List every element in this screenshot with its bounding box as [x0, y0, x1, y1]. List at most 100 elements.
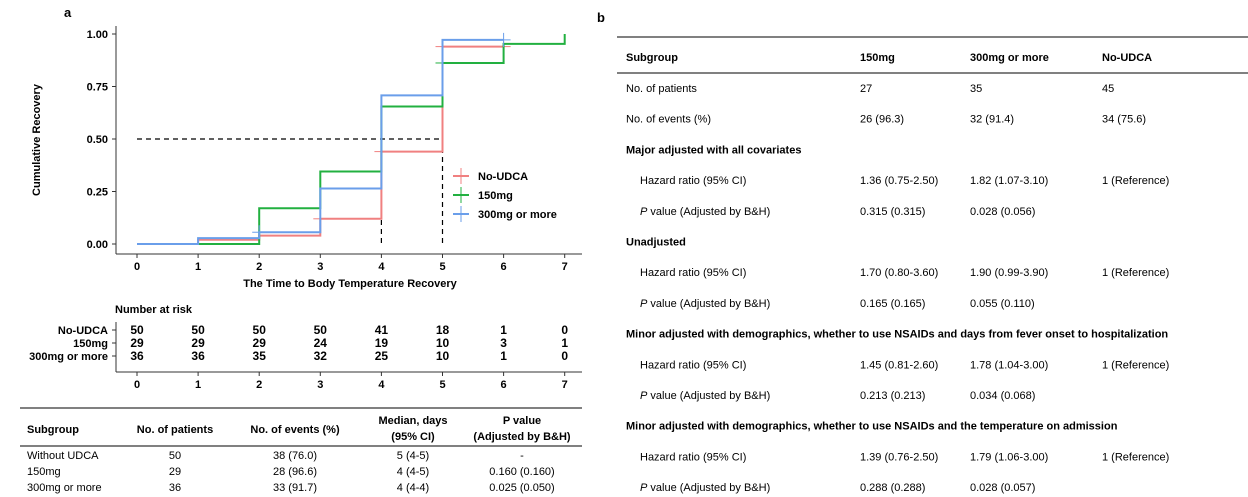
- panel-b-row-label: P value (Adjusted by B&H): [640, 298, 770, 310]
- panel-b-table: Subgroup 150mg 300mg or more No-UDCA No.…: [617, 36, 1248, 494]
- risk-value: 3: [500, 336, 507, 350]
- panel-b-cell: 34 (75.6): [1102, 114, 1146, 126]
- summary-cell: 0.160 (0.160): [489, 466, 554, 478]
- summary-cell: 300mg or more: [27, 482, 102, 494]
- risk-x-tick-label: 2: [256, 379, 262, 391]
- risk-value: 18: [436, 323, 450, 337]
- panel-b-section-title: Minor adjusted with demographics, whethe…: [626, 421, 1118, 433]
- risk-value: 36: [130, 349, 144, 363]
- risk-value: 32: [314, 349, 328, 363]
- panel-b-cell: 0.315 (0.315): [860, 206, 925, 218]
- x-tick-label: 4: [378, 261, 385, 273]
- summary-header-pvalue-adj: (Adjusted by B&H): [473, 431, 571, 443]
- risk-table-title: Number at risk: [115, 304, 193, 316]
- panel-b-header-150mg: 150mg: [860, 52, 895, 64]
- risk-value: 50: [191, 323, 205, 337]
- risk-value: 0: [561, 323, 568, 337]
- summary-header-events: No. of events (%): [250, 424, 340, 436]
- p-label-rest: value (Adjusted by B&H): [647, 390, 770, 402]
- panel-b-cell: 1 (Reference): [1102, 267, 1169, 279]
- summary-cell: 0.025 (0.050): [489, 482, 554, 494]
- panel-b-header-subgroup: Subgroup: [626, 52, 678, 64]
- summary-header-pvalue: P value: [503, 415, 541, 427]
- panel-b-row-label: Hazard ratio (95% CI): [640, 175, 746, 187]
- summary-cell: 4 (4-5): [397, 466, 429, 478]
- legend-label: 300mg or more: [478, 209, 557, 221]
- risk-x-tick-label: 0: [134, 379, 140, 391]
- summary-cell: 38 (76.0): [273, 450, 317, 462]
- summary-cell: -: [520, 450, 524, 462]
- panel-b-cell: 1.79 (1.06-3.00): [970, 451, 1048, 463]
- risk-value: 29: [130, 336, 144, 350]
- risk-x-tick-label: 5: [439, 379, 445, 391]
- x-tick-label: 7: [562, 261, 568, 273]
- panel-b-label: b: [597, 10, 605, 25]
- risk-value: 35: [253, 349, 267, 363]
- km-chart: Cumulative Recovery The Time to Body Tem…: [31, 26, 582, 290]
- risk-row-label: No-UDCA: [58, 325, 108, 337]
- summary-header-patients: No. of patients: [137, 424, 213, 436]
- risk-value: 10: [436, 336, 450, 350]
- risk-value: 1: [561, 336, 568, 350]
- summary-header-median-ci: (95% CI): [391, 431, 435, 443]
- panel-b-cell: 1.90 (0.99-3.90): [970, 267, 1048, 279]
- risk-value: 50: [253, 323, 267, 337]
- p-label-rest: value (Adjusted by B&H): [647, 298, 770, 310]
- panel-b-row-label: Hazard ratio (95% CI): [640, 451, 746, 463]
- risk-value: 1: [500, 349, 507, 363]
- legend-label: 150mg: [478, 190, 513, 202]
- summary-cell: 36: [169, 482, 181, 494]
- summary-cell: Without UDCA: [27, 450, 99, 462]
- panel-b-cell: 27: [860, 83, 872, 95]
- x-tick-label: 2: [256, 261, 262, 273]
- panel-b-cell: 0.055 (0.110): [970, 298, 1035, 310]
- risk-x-tick-label: 3: [317, 379, 323, 391]
- p-label-rest: value (Adjusted by B&H): [647, 482, 770, 494]
- summary-header-subgroup: Subgroup: [27, 424, 79, 436]
- risk-value: 50: [130, 323, 144, 337]
- risk-x-tick-label: 7: [562, 379, 568, 391]
- panel-b-cell: 45: [1102, 83, 1114, 95]
- panel-b-header-300mg: 300mg or more: [970, 52, 1049, 64]
- panel-b-section-title: Minor adjusted with demographics, whethe…: [626, 329, 1168, 341]
- panel-a-label: a: [64, 5, 72, 20]
- panel-b-row-label: P value (Adjusted by B&H): [640, 482, 770, 494]
- panel-b-cell: 0.288 (0.288): [860, 482, 925, 494]
- x-tick-label: 6: [501, 261, 507, 273]
- x-tick-label: 3: [317, 261, 323, 273]
- panel-b-cell: 1.78 (1.04-3.00): [970, 359, 1048, 371]
- panel-b-cell: 1.82 (1.07-3.10): [970, 175, 1048, 187]
- risk-value: 29: [253, 336, 267, 350]
- y-tick-label: 0.00: [87, 239, 108, 251]
- p-label-rest: value (Adjusted by B&H): [647, 206, 770, 218]
- x-tick-label: 0: [134, 261, 140, 273]
- panel-b-cell: 26 (96.3): [860, 114, 904, 126]
- x-axis-title: The Time to Body Temperature Recovery: [243, 278, 457, 290]
- panel-b-cell: No. of patients: [626, 83, 697, 95]
- panel-b-cell: 1.39 (0.76-2.50): [860, 451, 938, 463]
- panel-b-section-title: Unadjusted: [626, 237, 686, 249]
- risk-value: 10: [436, 349, 450, 363]
- panel-b-cell: 0.028 (0.057): [970, 482, 1035, 494]
- y-axis-title: Cumulative Recovery: [31, 83, 43, 196]
- panel-b-row-label: Hazard ratio (95% CI): [640, 359, 746, 371]
- risk-row-label: 300mg or more: [29, 351, 108, 363]
- y-tick-label: 0.50: [87, 134, 108, 146]
- panel-b-row-label: Hazard ratio (95% CI): [640, 267, 746, 279]
- panel-b-cell: 0.165 (0.165): [860, 298, 925, 310]
- panel-b-section-title: Major adjusted with all covariates: [626, 144, 801, 156]
- y-tick-label: 0.25: [87, 187, 108, 199]
- panel-b-header-no-udca: No-UDCA: [1102, 52, 1152, 64]
- panel-b-cell: 0.028 (0.056): [970, 206, 1035, 218]
- risk-value: 19: [375, 336, 389, 350]
- panel-b-cell: 32 (91.4): [970, 114, 1014, 126]
- panel-b-cell: No. of events (%): [626, 114, 711, 126]
- risk-x-tick-label: 6: [501, 379, 507, 391]
- panel-b-cell: 35: [970, 83, 982, 95]
- panel-b-cell: 1.36 (0.75-2.50): [860, 175, 938, 187]
- risk-value: 41: [375, 323, 389, 337]
- p-italic: P: [640, 390, 648, 402]
- summary-cell: 150mg: [27, 466, 61, 478]
- y-tick-label: 0.75: [87, 82, 108, 94]
